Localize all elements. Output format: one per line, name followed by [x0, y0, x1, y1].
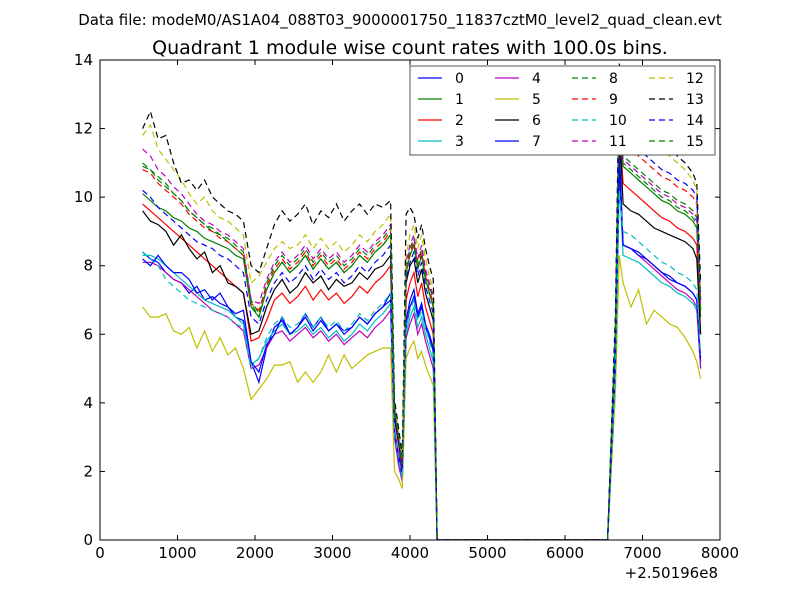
x-tick-label: 2000 [236, 544, 274, 562]
x-tick-label: 4000 [391, 544, 429, 562]
legend-label-8: 8 [609, 71, 618, 87]
y-tick-label: 10 [74, 188, 93, 206]
legend-label-12: 12 [686, 71, 704, 87]
x-tick-label: 0 [95, 544, 105, 562]
y-tick-label: 6 [83, 325, 93, 343]
legend-label-15: 15 [686, 134, 704, 150]
y-tick-label: 0 [83, 531, 93, 549]
series-line-7 [142, 162, 702, 540]
y-tick-label: 4 [83, 394, 93, 412]
x-tick-label: 8000 [701, 544, 739, 562]
legend-label-4: 4 [532, 71, 541, 87]
x-tick-label: 7000 [623, 544, 661, 562]
x-tick-label: 5000 [468, 544, 506, 562]
y-tick-label: 2 [83, 462, 93, 480]
legend-label-13: 13 [686, 92, 704, 108]
y-tick-label: 14 [74, 51, 93, 69]
legend-label-10: 10 [609, 113, 627, 129]
legend-label-14: 14 [686, 113, 704, 129]
x-tick-label: 1000 [158, 544, 196, 562]
legend-label-9: 9 [609, 92, 618, 108]
legend-label-6: 6 [532, 113, 541, 129]
x-tick-label: 3000 [313, 544, 351, 562]
series-line-5 [142, 255, 702, 540]
legend-label-3: 3 [455, 134, 464, 150]
x-offset-label: +2.50196e8 [625, 564, 718, 582]
axes-layer: 0 1000 2000 3000 4000 5000 6000 7000 80000246810… [74, 51, 739, 562]
chart-title: Quadrant 1 module wise count rates with … [152, 37, 668, 59]
y-tick-label: 12 [74, 120, 93, 138]
legend-label-7: 7 [532, 134, 541, 150]
x-tick-label: 6000 [546, 544, 584, 562]
legend-label-11: 11 [609, 134, 627, 150]
legend-label-1: 1 [455, 92, 464, 108]
series-line-10 [142, 190, 702, 540]
legend-box [409, 65, 716, 156]
legend-label-2: 2 [455, 113, 464, 129]
chart-suptitle: Data file: modeM0/AS1A04_088T03_90000017… [78, 11, 722, 30]
series-line-15 [142, 104, 702, 540]
y-tick-label: 8 [83, 257, 93, 275]
legend-label-0: 0 [455, 71, 464, 87]
legend-label-5: 5 [532, 92, 541, 108]
